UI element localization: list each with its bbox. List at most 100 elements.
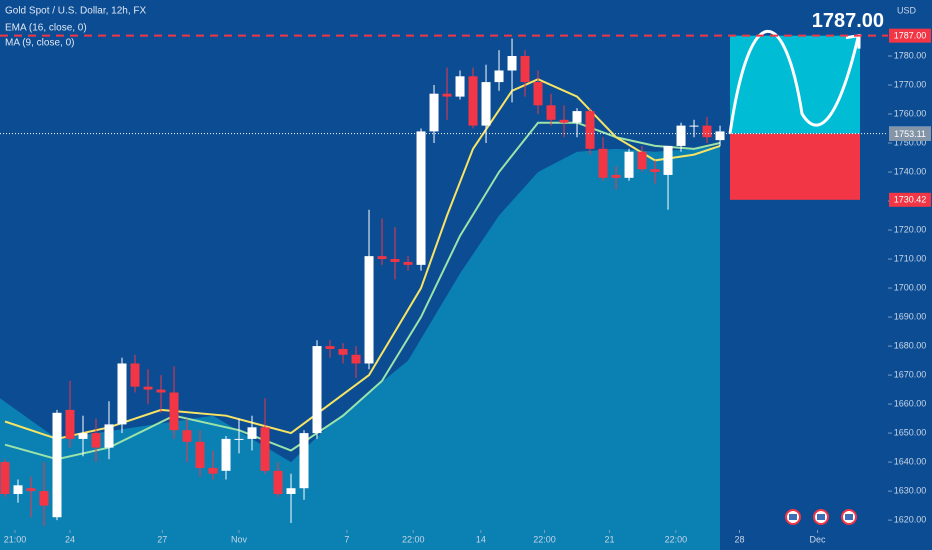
candle-body	[351, 354, 361, 364]
y-tick-label: 1620.00	[894, 514, 927, 524]
y-tick-label: 1660.00	[894, 398, 927, 408]
candle-body	[468, 76, 478, 126]
candle-body	[286, 488, 296, 495]
candle-body	[598, 148, 608, 178]
candle-body	[455, 76, 465, 97]
candle-body	[624, 151, 634, 178]
x-tick-label: Nov	[231, 534, 248, 544]
y-tick-label: 1770.00	[894, 79, 927, 89]
price-tag-label: 1753.11	[894, 129, 926, 139]
x-tick-label: 22:00	[665, 534, 688, 544]
candle-body	[312, 346, 322, 434]
candle-body	[65, 409, 75, 439]
candle-body	[364, 256, 374, 364]
chart-title: Gold Spot / U.S. Dollar, 12h, FX	[5, 6, 147, 17]
y-tick-label: 1720.00	[894, 224, 927, 234]
legend-entry: EMA (16, close, 0)	[5, 23, 87, 34]
candle-body	[78, 433, 88, 439]
candle-body	[208, 467, 218, 474]
candle-body	[429, 93, 439, 132]
candle-body	[104, 424, 114, 448]
indicator-line	[4, 121, 721, 461]
candle-body	[520, 55, 530, 83]
x-tick-label: 27	[157, 534, 167, 544]
candle-body	[494, 70, 504, 83]
y-tick-label: 1750.00	[894, 137, 927, 147]
candle-body	[689, 125, 699, 127]
price-tag-label: 1730.42	[894, 195, 927, 205]
candle-body	[273, 470, 283, 495]
event-flag	[785, 509, 801, 525]
projection-curve	[728, 30, 860, 134]
candle-body	[221, 438, 231, 471]
price-tag	[889, 126, 931, 141]
x-tick-label: 24	[65, 534, 75, 544]
candle-body	[533, 82, 543, 106]
y-tick-label: 1780.00	[894, 50, 927, 60]
candle-body	[130, 363, 140, 387]
candle-body	[611, 174, 621, 178]
y-tick-label: 1670.00	[894, 369, 927, 379]
y-tick-label: 1690.00	[894, 311, 927, 321]
candle-body	[715, 131, 725, 141]
decoration	[785, 509, 857, 525]
candle-body	[169, 392, 179, 431]
candle-body	[247, 427, 257, 439]
candle-body	[481, 82, 491, 126]
x-tick-label: Dec	[810, 534, 827, 544]
legend-entry: MA (9, close, 0)	[5, 38, 74, 49]
candle-body	[442, 93, 452, 97]
candle-body	[325, 346, 335, 349]
y-tick-label: 1740.00	[894, 166, 927, 176]
y-tick-label: 1760.00	[894, 108, 927, 118]
x-tick-label: 7	[344, 534, 349, 544]
x-tick-label: 22:00	[402, 534, 425, 544]
x-tick-label: 21:00	[4, 534, 27, 544]
candle-body	[377, 256, 387, 260]
candle-body	[13, 485, 23, 495]
candle-body	[91, 433, 101, 448]
candle-body	[585, 111, 595, 149]
candle-body	[702, 125, 712, 138]
x-tick-label: 28	[735, 534, 745, 544]
y-tick-label: 1650.00	[894, 427, 927, 437]
candle-body	[26, 488, 36, 492]
candle-body	[663, 145, 673, 175]
candle-body	[0, 462, 10, 495]
candle-body	[676, 125, 686, 146]
candle-body	[390, 259, 400, 262]
candle-body	[143, 386, 153, 390]
candle-body	[650, 169, 660, 173]
stop-zone	[730, 133, 860, 200]
candle-body	[572, 111, 582, 123]
candle-body	[546, 105, 556, 120]
price-tag-label: 1787.00	[894, 31, 927, 41]
price-tag	[889, 192, 931, 207]
candle-body	[52, 412, 62, 518]
candle-body	[507, 55, 517, 71]
price-tag	[889, 28, 931, 43]
candle-body	[416, 131, 426, 265]
y-tick-label: 1700.00	[894, 282, 927, 292]
currency-label: USD	[897, 5, 917, 15]
target-value-label: 1787.00	[812, 10, 884, 32]
x-tick-label: 22:00	[533, 534, 556, 544]
indicator-line	[4, 78, 721, 440]
candle-body	[182, 430, 192, 442]
candle-body	[559, 119, 569, 123]
candle-body	[39, 491, 49, 506]
candle-body	[637, 151, 647, 170]
x-tick-label: 14	[476, 534, 486, 544]
y-tick-label: 1630.00	[894, 485, 927, 495]
x-tick-label: 21	[605, 534, 615, 544]
y-tick-label: 1640.00	[894, 456, 927, 466]
event-flag	[841, 509, 857, 525]
candle-body	[117, 363, 127, 425]
candle-body	[299, 433, 309, 489]
candle-body	[156, 389, 166, 393]
candle-body	[234, 438, 244, 440]
cloud-area	[0, 145, 721, 550]
candle-body	[338, 348, 348, 355]
